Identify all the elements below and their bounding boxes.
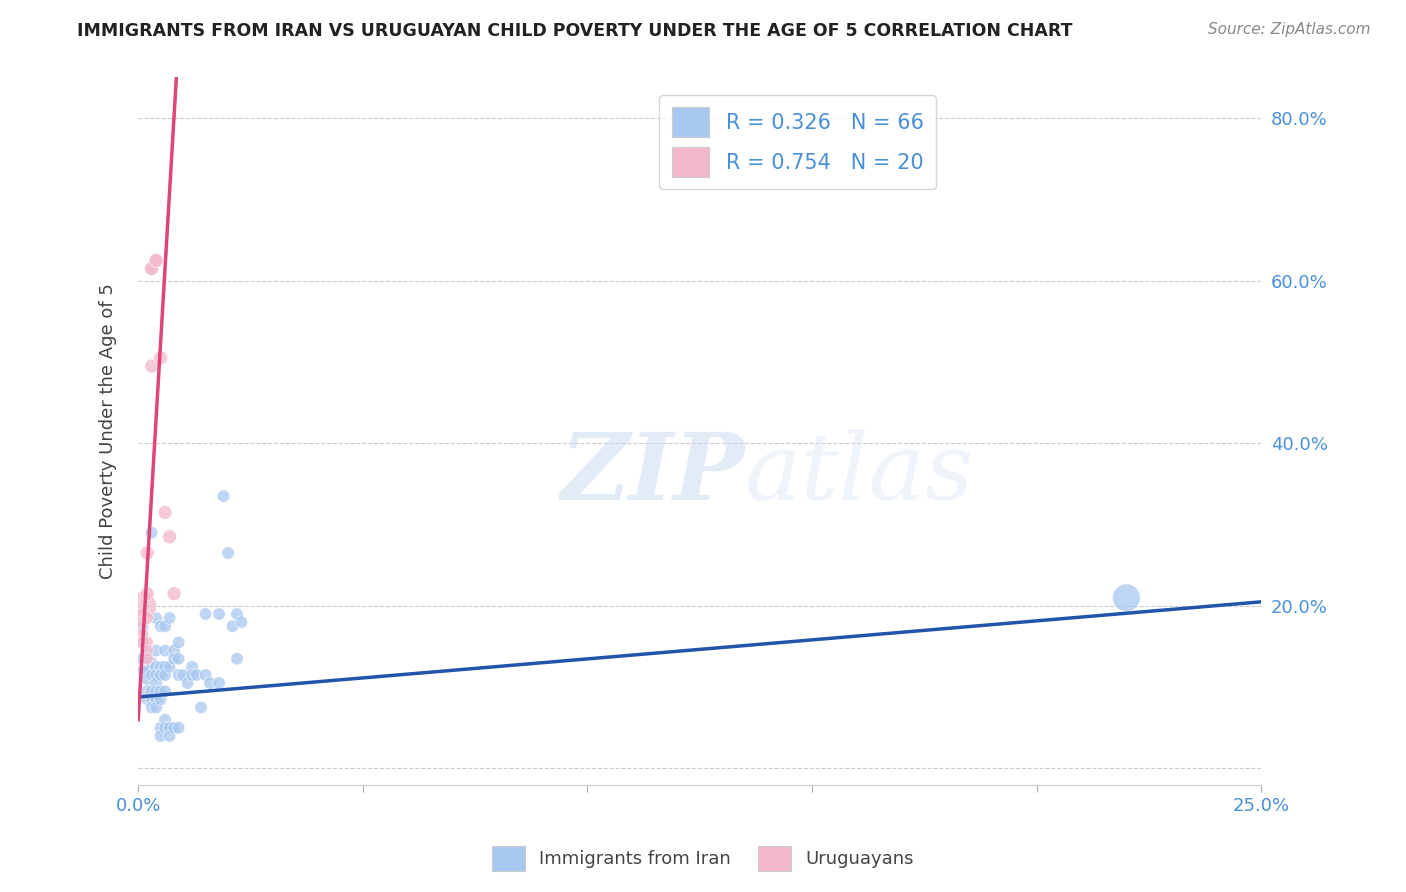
Point	[163, 721, 186, 735]
Point	[141, 525, 163, 540]
Point	[131, 599, 153, 613]
Point	[136, 546, 159, 560]
Point	[131, 627, 153, 641]
Text: ZIP: ZIP	[561, 428, 745, 518]
Point	[159, 660, 181, 674]
Point	[231, 615, 253, 629]
Point	[153, 505, 176, 519]
Point	[149, 351, 172, 365]
Point	[145, 643, 167, 657]
Point	[167, 721, 190, 735]
Point	[145, 700, 167, 714]
Point	[136, 684, 159, 698]
Point	[136, 692, 159, 706]
Point	[172, 668, 194, 682]
Point	[208, 607, 231, 621]
Point	[141, 700, 163, 714]
Point	[145, 676, 167, 690]
Point	[136, 611, 159, 625]
Point	[153, 668, 176, 682]
Point	[181, 660, 204, 674]
Point	[153, 619, 176, 633]
Point	[153, 713, 176, 727]
Point	[153, 684, 176, 698]
Point	[131, 619, 153, 633]
Point	[131, 664, 153, 678]
Point	[141, 261, 163, 276]
Point	[136, 635, 159, 649]
Point	[136, 587, 159, 601]
Point	[186, 668, 208, 682]
Point	[141, 684, 163, 698]
Legend: Immigrants from Iran, Uruguayans: Immigrants from Iran, Uruguayans	[485, 838, 921, 879]
Point	[145, 611, 167, 625]
Point	[145, 684, 167, 698]
Legend: R = 0.326   N = 66, R = 0.754   N = 20: R = 0.326 N = 66, R = 0.754 N = 20	[659, 95, 936, 189]
Point	[136, 672, 159, 686]
Point	[176, 676, 198, 690]
Point	[208, 676, 231, 690]
Point	[153, 643, 176, 657]
Point	[131, 635, 153, 649]
Point	[141, 668, 163, 682]
Point	[149, 668, 172, 682]
Point	[141, 692, 163, 706]
Point	[167, 668, 190, 682]
Point	[159, 611, 181, 625]
Point	[131, 615, 153, 629]
Point	[131, 607, 153, 621]
Point	[163, 587, 186, 601]
Point	[145, 253, 167, 268]
Point	[181, 668, 204, 682]
Text: atlas: atlas	[745, 428, 974, 518]
Point	[226, 651, 249, 665]
Point	[153, 721, 176, 735]
Point	[131, 635, 153, 649]
Point	[145, 660, 167, 674]
Point	[1115, 591, 1137, 605]
Point	[167, 651, 190, 665]
Point	[136, 643, 159, 657]
Point	[141, 656, 163, 670]
Point	[149, 692, 172, 706]
Point	[149, 721, 172, 735]
Point	[149, 729, 172, 743]
Point	[136, 651, 159, 665]
Point	[190, 700, 212, 714]
Point	[145, 668, 167, 682]
Point	[141, 261, 163, 276]
Point	[221, 619, 243, 633]
Point	[159, 530, 181, 544]
Point	[163, 651, 186, 665]
Point	[153, 660, 176, 674]
Point	[212, 489, 235, 503]
Point	[149, 660, 172, 674]
Point	[194, 607, 217, 621]
Point	[145, 253, 167, 268]
Point	[131, 651, 153, 665]
Point	[145, 692, 167, 706]
Point	[198, 676, 221, 690]
Point	[226, 607, 249, 621]
Point	[149, 684, 172, 698]
Point	[136, 664, 159, 678]
Y-axis label: Child Poverty Under the Age of 5: Child Poverty Under the Age of 5	[100, 283, 117, 579]
Text: Source: ZipAtlas.com: Source: ZipAtlas.com	[1208, 22, 1371, 37]
Point	[159, 729, 181, 743]
Point	[163, 643, 186, 657]
Point	[194, 668, 217, 682]
Point	[149, 619, 172, 633]
Point	[141, 359, 163, 373]
Text: IMMIGRANTS FROM IRAN VS URUGUAYAN CHILD POVERTY UNDER THE AGE OF 5 CORRELATION C: IMMIGRANTS FROM IRAN VS URUGUAYAN CHILD …	[77, 22, 1073, 40]
Point	[136, 648, 159, 662]
Point	[167, 635, 190, 649]
Point	[159, 721, 181, 735]
Point	[217, 546, 239, 560]
